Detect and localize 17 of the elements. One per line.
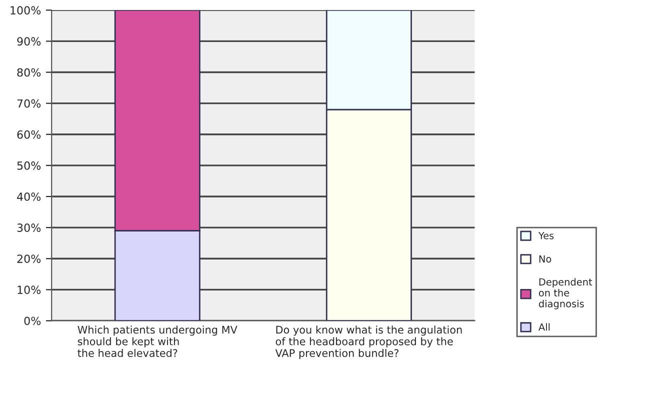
legend-label: No (539, 255, 552, 263)
y-tick-label: 80% (17, 68, 41, 77)
y-tick-label: 40% (17, 192, 41, 201)
y-tick-label: 30% (17, 224, 41, 232)
y-tick-label: 0% (24, 316, 41, 326)
y-tick-label: 50% (17, 161, 41, 170)
y-tick-label: 60% (17, 130, 41, 139)
legend-label: Yes (538, 232, 554, 240)
y-tick-label: 90% (17, 37, 41, 46)
x-tick-label: Which patients undergoing MV should be kept with the head elevated? (78, 326, 238, 357)
y-tick-label: 20% (17, 254, 41, 263)
y-tick-label: 70% (17, 99, 41, 108)
legend-label: All (538, 323, 550, 331)
x-tick-label: Do you know what is the angulation of the headboard proposed by the VAP prevention bundle? (275, 326, 462, 360)
y-tick-label: 100% (10, 6, 41, 15)
legend-label: Dependent on the diagnosis (538, 278, 592, 310)
y-tick-label: 10% (18, 286, 41, 294)
